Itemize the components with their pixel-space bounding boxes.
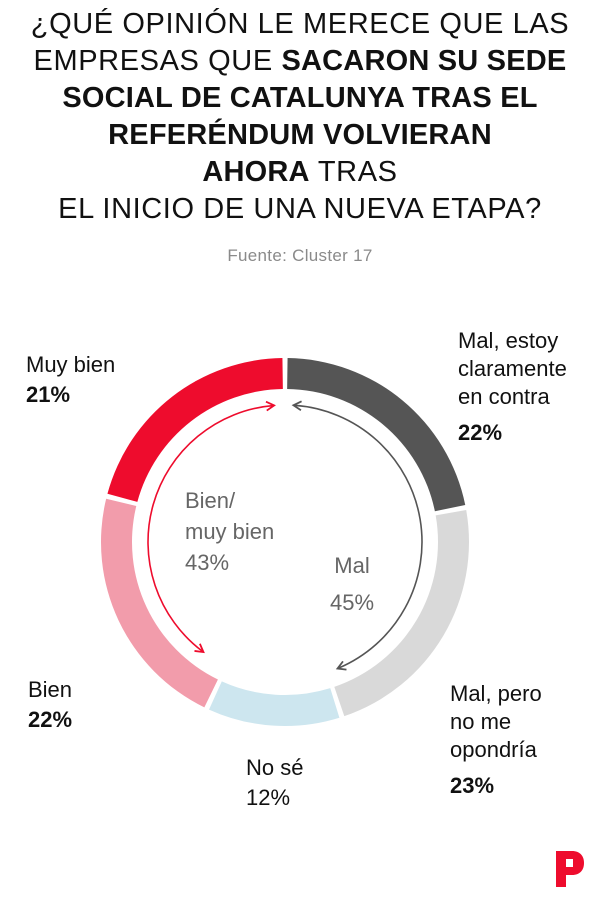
title-line-5-bold: AHORA xyxy=(202,156,310,188)
slice-label-line: en contra xyxy=(458,384,550,409)
slice-label-no-se: No sé 12% xyxy=(246,754,303,812)
slice-label-line: opondría xyxy=(450,737,537,762)
donut-slice-2 xyxy=(208,681,340,727)
title-line-6: EL INICIO DE UNA NUEVA ETAPA? xyxy=(58,193,542,225)
group-arc-bien-muy-bien xyxy=(147,400,276,654)
slice-label-mal-en-contra: Mal, estoy claramente en contra 22% xyxy=(458,327,567,447)
donut-slice-4 xyxy=(107,358,283,502)
slice-label-line: Bien xyxy=(28,677,73,702)
donut-slice-3 xyxy=(100,498,218,708)
group-value: 43% xyxy=(185,550,230,575)
slice-label-line: no me xyxy=(450,709,512,734)
slice-label-line: Mal, pero xyxy=(450,681,542,706)
group-arc-mal xyxy=(291,400,423,671)
source-note: Fuente: Cluster 17 xyxy=(227,246,373,265)
slice-label-muy-bien: Muy bien 21% xyxy=(26,351,115,409)
title-line-1: ¿QUÉ OPINIÓN LE MERECE QUE LAS xyxy=(30,8,570,40)
group-label-bien-muy-bien: Bien/ muy bien 43% xyxy=(185,485,274,578)
p-logo-icon xyxy=(556,851,584,887)
title-line-5-regular: TRAS xyxy=(317,156,398,188)
group-label-line: muy bien xyxy=(185,519,275,544)
donut-slice-0 xyxy=(287,358,466,512)
title-line-2-regular: EMPRESAS QUE xyxy=(33,45,273,77)
group-label-mal: Mal 45% xyxy=(330,550,374,618)
slice-label-line: Muy bien xyxy=(26,352,116,377)
title-line-4: REFERÉNDUM VOLVIERAN xyxy=(108,119,492,151)
slice-label-bien: Bien 22% xyxy=(28,676,72,734)
slice-label-mal-no-opondria: Mal, pero no me opondría 23% xyxy=(450,680,542,800)
group-label-line: Mal xyxy=(334,553,370,578)
slice-value: 22% xyxy=(458,420,503,445)
slice-value: 22% xyxy=(28,707,73,732)
donut-slice-1 xyxy=(334,510,469,717)
slice-value: 21% xyxy=(26,382,71,407)
slice-label-line: claramente xyxy=(458,356,567,381)
slice-label-line: No sé xyxy=(246,755,304,780)
slice-value: 23% xyxy=(450,773,495,798)
title-line-3: SOCIAL DE CATALUNYA TRAS EL xyxy=(62,82,538,114)
title-line-2-bold: SACARON SU SEDE xyxy=(281,45,567,77)
chart-title: ¿QUÉ OPINIÓN LE MERECE QUE LAS EMPRESAS … xyxy=(0,6,600,228)
group-value: 45% xyxy=(330,590,375,615)
group-label-line: Bien/ xyxy=(185,488,236,513)
slice-value: 12% xyxy=(246,785,291,810)
slice-label-line: Mal, estoy xyxy=(458,328,559,353)
